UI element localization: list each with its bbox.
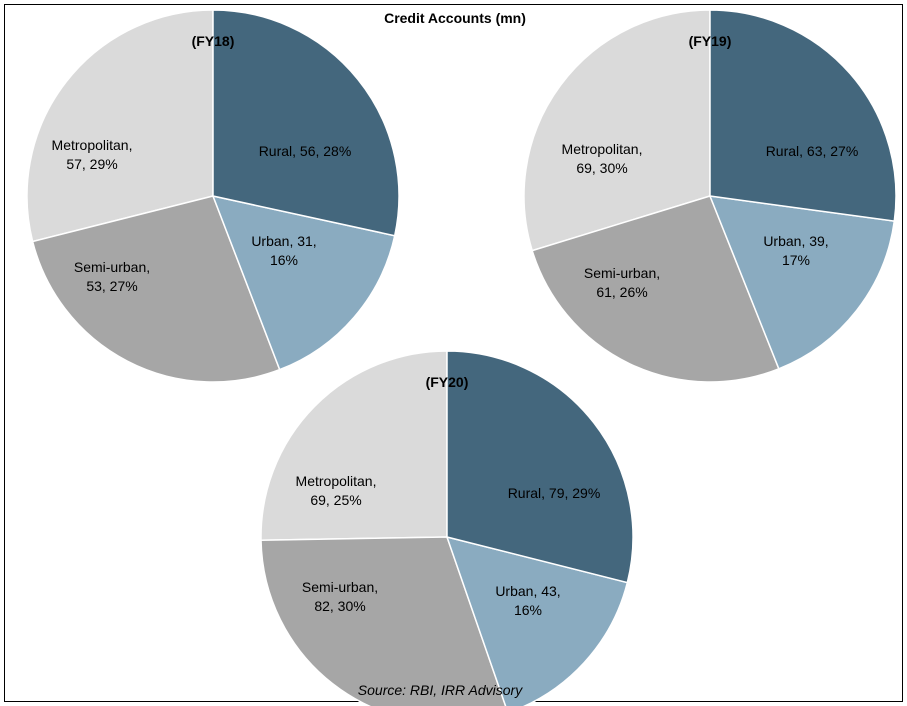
pie-chart-fy20: (FY20) Rural, 79, 29% Urban, 43, 16% Semi-u…	[260, 350, 634, 706]
slice-label-rural: Rural, 79, 29%	[508, 485, 601, 501]
pie-slice-urban	[708, 195, 896, 370]
slice-label-metropolitan: Metropolitan, 57, 29%	[52, 137, 133, 172]
pie-slice-rural	[446, 350, 634, 584]
slice-label-metropolitan: Metropolitan, 69, 30%	[562, 141, 643, 176]
pie-title: (FY18)	[192, 33, 235, 49]
pie-title: (FY19)	[689, 33, 732, 49]
slice-label-metropolitan: Metropolitan, 69, 25%	[296, 473, 377, 508]
pie-slice-urban	[445, 535, 629, 706]
pie-chart-fy18: (FY18) Rural, 56, 28% Urban, 31, 16% Semi-u…	[26, 9, 400, 383]
pie-title: (FY20)	[426, 374, 469, 390]
slice-label-urban: Urban, 31, 16%	[251, 233, 316, 268]
pie-slice-semi-urban	[531, 195, 780, 383]
slice-label-semi-urban: Semi-urban, 61, 26%	[584, 265, 660, 300]
pie-slice-metropolitan	[523, 9, 711, 252]
pie-slice-metropolitan	[260, 350, 448, 541]
pie-slice-rural	[212, 9, 400, 237]
pie-slice-semi-urban	[31, 195, 281, 383]
slice-label-semi-urban: Semi-urban, 53, 27%	[74, 259, 150, 294]
pie-slice-semi-urban	[260, 536, 507, 706]
slice-label-rural: Rural, 63, 27%	[766, 143, 859, 159]
pie-slice-metropolitan	[26, 9, 214, 243]
slice-label-rural: Rural, 56, 28%	[259, 143, 352, 159]
pie-chart-fy19: (FY19) Rural, 63, 27% Urban, 39, 17% Semi-u…	[523, 9, 897, 383]
figure-title: Credit Accounts (mn)	[384, 10, 526, 26]
source-note: Source: RBI, IRR Advisory	[358, 682, 523, 698]
pie-slice-urban	[211, 194, 396, 371]
slice-label-urban: Urban, 39, 17%	[763, 233, 828, 268]
slice-label-urban: Urban, 43, 16%	[495, 583, 560, 618]
pie-slice-rural	[709, 9, 897, 222]
slice-label-semi-urban: Semi-urban, 82, 30%	[302, 579, 378, 614]
